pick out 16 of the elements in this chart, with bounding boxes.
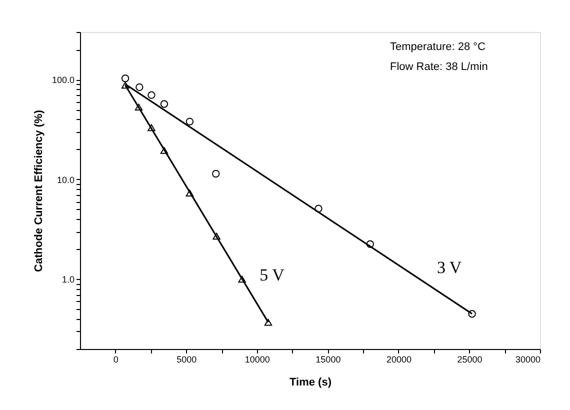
y-tick-label: 10.0: [56, 174, 74, 185]
x-tick-label: 30000: [515, 354, 540, 364]
y-tick-label: 1.0: [62, 274, 74, 285]
series-label: 3 V: [436, 258, 462, 277]
series-label: 5 V: [260, 266, 286, 284]
x-tick-label: 0: [113, 354, 118, 364]
x-tick-label: 25000: [457, 354, 482, 364]
annotation: Flow Rate: 38 L/min: [390, 61, 488, 73]
annotation: Temperature: 28 °C: [390, 41, 486, 53]
x-tick-label: 5000: [176, 354, 197, 364]
y-axis-title: Cathode Current Efficiency (%): [32, 110, 45, 272]
x-tick-label: 10000: [244, 354, 270, 364]
x-axis-title: Time (s): [290, 376, 332, 388]
x-tick-label: 20000: [386, 354, 412, 364]
x-tick-label: 15000: [316, 354, 341, 364]
y-tick-label: 100.0: [52, 75, 74, 86]
